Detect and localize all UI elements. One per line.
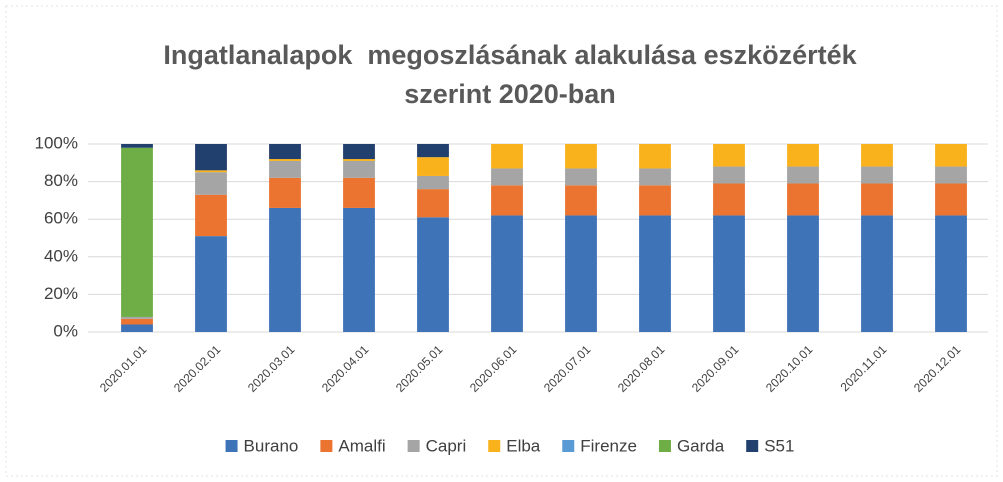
bar-segment [417, 157, 449, 176]
bar-segment [195, 144, 227, 171]
bar-segment [417, 175, 449, 190]
bar-segment [565, 185, 597, 216]
legend-label: S51 [764, 436, 794, 455]
bar-segment [565, 144, 597, 169]
legend-label: Burano [244, 436, 299, 455]
chart-title: Ingatlanalapok megoszlásának alakulása e… [163, 40, 857, 70]
x-tick-label: 2020.10.01 [763, 342, 816, 395]
legend-swatch [407, 440, 420, 452]
bar-segment [935, 215, 967, 332]
x-tick-label: 2020.06.01 [467, 342, 520, 395]
bar-segment [121, 147, 153, 317]
x-tick-label: 2020.08.01 [615, 342, 668, 395]
x-tick-label: 2020.01.01 [97, 342, 150, 395]
legend-swatch [488, 440, 501, 452]
bar-segment [935, 144, 967, 167]
bar-segment [713, 166, 745, 184]
bar-segment [343, 207, 375, 332]
x-tick-label: 2020.11.01 [838, 342, 890, 394]
bar-segment [861, 144, 893, 167]
legend-label: Amalfi [338, 436, 385, 455]
bar-segment [787, 215, 819, 332]
bar-segment [195, 236, 227, 332]
bar-segment [269, 177, 301, 208]
bar-segment [491, 215, 523, 332]
bar-segment [565, 215, 597, 332]
bar-segment [491, 144, 523, 169]
legend-swatch [320, 440, 333, 452]
y-tick-label: 20% [44, 284, 78, 303]
legend-swatch [562, 440, 575, 452]
bar-segment [121, 324, 153, 332]
bar-segment [861, 183, 893, 216]
bar-segment [343, 177, 375, 208]
y-tick-label: 60% [44, 209, 78, 228]
bar-segment [713, 215, 745, 332]
bar-segment [787, 144, 819, 167]
legend-label: Garda [677, 436, 725, 455]
bar-segment [565, 168, 597, 186]
bar-segment [713, 183, 745, 216]
legend-swatch [746, 440, 759, 452]
chart-frame [5, 5, 998, 477]
legend-label: Elba [506, 436, 541, 455]
x-tick-label: 2020.07.01 [541, 342, 594, 395]
bar-segment [935, 166, 967, 184]
bar-segment [269, 159, 301, 161]
bar-segment [935, 183, 967, 216]
chart-title: szerint 2020-ban [404, 79, 616, 109]
bar-segment [195, 170, 227, 173]
y-tick-label: 0% [53, 321, 78, 340]
bar-segment [639, 185, 671, 216]
x-tick-label: 2020.09.01 [689, 342, 742, 395]
bar-segment [861, 166, 893, 184]
y-tick-label: 40% [44, 246, 78, 265]
bar-segment [269, 207, 301, 332]
bar-segment [787, 166, 819, 184]
bar-segment [417, 144, 449, 158]
legend-swatch [658, 440, 671, 452]
bar-segment [343, 160, 375, 178]
x-tick-label: 2020.02.01 [171, 342, 224, 395]
bar-segment [417, 217, 449, 332]
x-tick-label: 2020.12.01 [911, 342, 964, 395]
legend-swatch [225, 440, 238, 452]
bar-segment [121, 318, 153, 325]
bar-segment [269, 144, 301, 160]
bar-segment [121, 144, 153, 148]
legend-label: Capri [426, 436, 467, 455]
bar-segment [343, 159, 375, 161]
bar-segment [269, 160, 301, 178]
bar-segment [861, 215, 893, 332]
bar-segment [343, 144, 375, 160]
bar-segment [639, 144, 671, 169]
bar-segment [417, 189, 449, 218]
x-tick-label: 2020.03.01 [245, 342, 298, 395]
bar-segment [639, 168, 671, 186]
y-tick-label: 100% [35, 133, 78, 152]
x-tick-label: 2020.05.01 [393, 342, 446, 395]
bar-segment [713, 144, 745, 167]
bar-segment [121, 316, 153, 319]
x-tick-label: 2020.04.01 [319, 342, 372, 395]
bar-segment [491, 168, 523, 186]
bar-segment [491, 185, 523, 216]
bar-segment [787, 183, 819, 216]
bar-segment [195, 194, 227, 237]
bar-segment [639, 215, 671, 332]
legend-label: Firenze [580, 436, 637, 455]
y-tick-label: 80% [44, 171, 78, 190]
bar-segment [195, 172, 227, 195]
